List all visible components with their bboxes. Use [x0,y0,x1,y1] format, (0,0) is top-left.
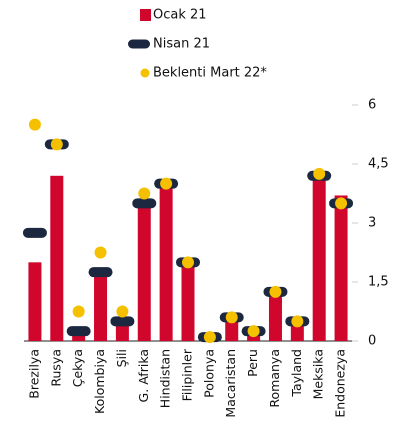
x-tick-label: Macaristan [223,349,238,418]
marker-dot [28,118,41,131]
y-tick-label: 3 [368,216,376,231]
marker-dash [110,316,135,327]
bar [94,274,108,341]
bar [268,289,282,341]
x-tick-label: Endonezya [333,349,348,418]
legend-label: Ocak 21 [153,8,207,23]
marker-dot [203,331,216,344]
bar [181,266,195,341]
y-tick-label: 6 [368,98,376,113]
legend-label: Beklenti Mart 22* [153,66,267,81]
x-tick-label: G. Afrika [136,349,151,402]
bar [334,195,348,341]
x-tick-label: Peru [245,349,260,377]
marker-dot [182,256,194,269]
marker-dot [50,138,63,151]
marker-dot [247,325,260,338]
x-tick-label: Şili [114,349,129,367]
marker-dot [160,177,173,190]
y-tick-label: 1,5 [368,275,389,290]
x-tick-label: Polonya [201,349,216,398]
marker-dot [138,187,151,200]
bar [312,175,326,341]
x-tick-label: Meksika [311,349,326,399]
marker-dot [72,305,85,318]
bar [159,183,173,341]
x-tick-label: Kolombiya [92,349,107,414]
x-tick-label: Filipinler [180,348,195,401]
marker-dot [291,315,304,328]
bar [115,325,129,341]
bar [137,203,151,341]
marker-dot [116,305,129,318]
legend-swatch [128,39,150,49]
marker-dot [225,311,238,324]
marker-dash [88,267,113,278]
marker-dash [66,326,91,337]
bar [50,175,64,341]
marker-dot [269,285,282,298]
legend-label: Nisan 21 [153,37,210,52]
x-tick-label: Brezilya [26,349,41,399]
bar [28,262,42,341]
legend-swatch [140,68,150,78]
y-tick-label: 4,5 [368,157,389,172]
x-tick-label: Tayland [289,349,304,398]
x-tick-label: Çekya [70,349,85,387]
bar [225,317,239,341]
marker-dot [335,197,348,210]
x-tick-label: Hindistan [158,349,173,408]
x-tick-label: Rusya [48,349,63,387]
marker-dot [94,246,107,259]
x-tick-label: Romanya [267,349,282,408]
marker-dash [22,227,47,238]
marker-dash [132,198,157,209]
marker-dot [313,167,326,180]
y-tick-label: 0 [368,334,376,349]
legend-swatch [140,9,151,21]
